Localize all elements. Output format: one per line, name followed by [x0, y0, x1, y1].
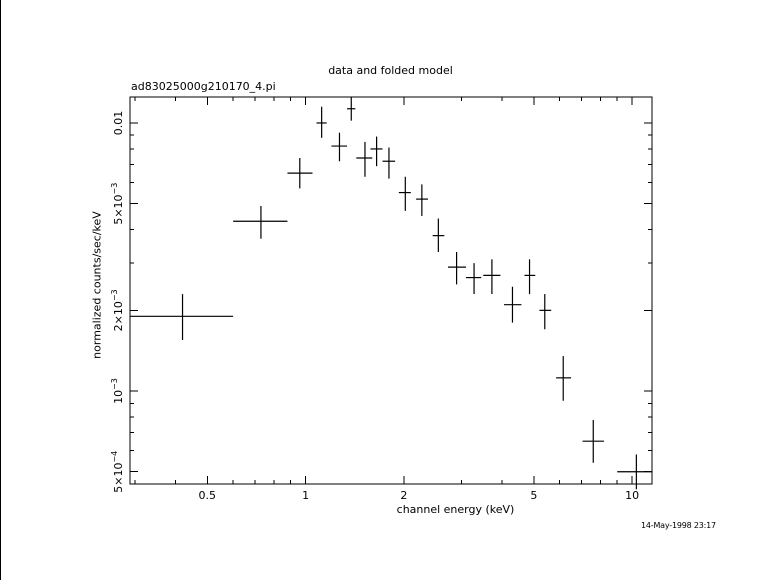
timestamp: 14-May-1998 23:17: [641, 521, 716, 530]
data-point: [582, 419, 605, 463]
data-point: [416, 184, 428, 216]
data-point: [556, 356, 572, 401]
y-tick-label-text: 0.01: [112, 111, 125, 136]
y-tick-label: 5×10−3: [110, 183, 125, 225]
left-border-line: [0, 0, 1, 580]
data-point: [617, 454, 652, 490]
plot-frame: [129, 96, 653, 485]
data-point: [524, 259, 536, 295]
data-point: [398, 176, 411, 211]
data-point: [539, 294, 552, 330]
data-point: [347, 97, 356, 121]
data-point: [483, 259, 501, 295]
data-point: [432, 218, 445, 253]
data-point: [370, 136, 383, 167]
data-point: [331, 132, 348, 162]
chart-title: data and folded model: [328, 64, 453, 77]
data-point: [448, 252, 467, 285]
data-point: [130, 294, 234, 341]
data-point: [356, 141, 373, 177]
y-tick-label: 2×10−3: [110, 289, 125, 331]
x-axis-label: channel energy (keV): [396, 503, 515, 516]
data-point: [503, 286, 522, 323]
x-tick-label: 1: [302, 489, 309, 502]
y-tick-label-text: 5×10−4: [110, 451, 125, 493]
data-point: [316, 106, 327, 138]
y-tick-label: 5×10−4: [110, 451, 125, 493]
chart-subtitle: ad83025000g210170_4.pi: [131, 80, 276, 93]
y-tick-label-text: 5×10−3: [110, 183, 125, 225]
x-tick-label: 5: [530, 489, 537, 502]
y-tick-label-text: 10−3: [110, 378, 125, 404]
x-tick-label: 10: [625, 489, 639, 502]
y-tick-label: 10−3: [110, 378, 125, 404]
data-point: [466, 263, 482, 295]
data-point: [233, 206, 288, 239]
y-tick-label: 0.01: [112, 111, 125, 136]
data-point: [382, 147, 396, 179]
y-tick-label-text: 2×10−3: [110, 289, 125, 331]
x-tick-label: 0.5: [199, 489, 217, 502]
data-point: [287, 158, 313, 189]
x-tick-label: 2: [400, 489, 407, 502]
